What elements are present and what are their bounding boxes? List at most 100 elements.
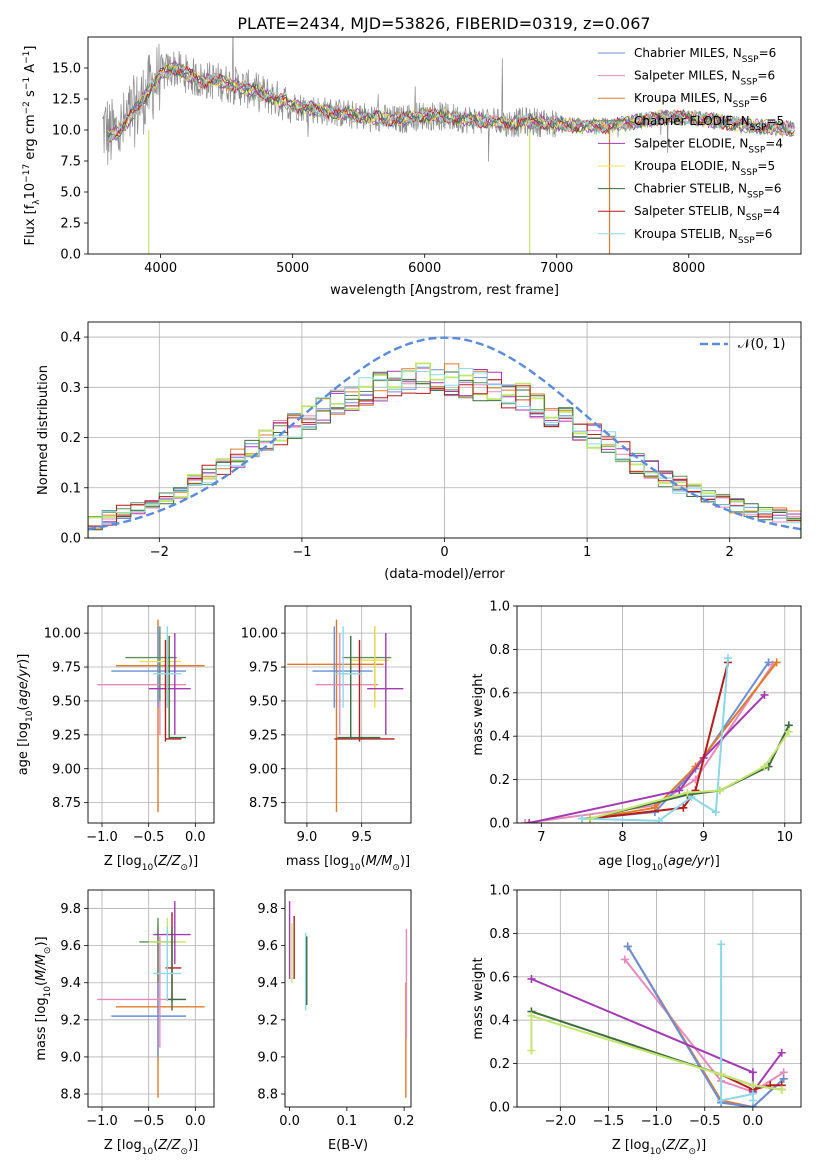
- mass-weight-marker: [527, 1011, 536, 1020]
- mass-weight-vs-age-x-label-part: 10: [651, 863, 663, 873]
- legend-entry-part: =6: [764, 182, 782, 196]
- legend-entry-part: SSP: [741, 168, 758, 178]
- x-tick-label: 5000: [276, 261, 309, 276]
- errorbar-point: [334, 639, 395, 742]
- y-tick-label: 8.75: [52, 796, 81, 811]
- mass-weight-vs-Z-x-label-part: Z/Z: [665, 1138, 689, 1153]
- y-tick-label: 9.8: [257, 902, 278, 917]
- age-vs-mass-x-label-part: M/M: [366, 854, 393, 869]
- mass-vs-Z-y-label-part: ⊙: [43, 947, 53, 955]
- spectrum-y-label-part: −17: [22, 164, 32, 183]
- legend-entry-part: Chabrier STELIB, N: [634, 182, 747, 196]
- mass-weight-marker: [715, 786, 724, 795]
- plot-area-mass-weight-vs-Z: [527, 940, 788, 1107]
- mass-vs-ebv-x-label: E(B-V): [328, 1138, 368, 1153]
- mass-weight-marker: [577, 814, 586, 823]
- legend-entry: 𝒩(0, 1): [738, 337, 785, 352]
- y-tick-label: 9.2: [60, 1013, 81, 1028]
- errorbar-point: [350, 626, 390, 708]
- legend-entry-part: SSP: [738, 236, 755, 246]
- plot-area-mass-vs-Z: [97, 901, 205, 1098]
- x-tick-label: −2: [150, 545, 169, 560]
- mass-weight-line: [589, 661, 778, 820]
- mass-vs-Z-x-label-part: Z [log: [104, 1138, 142, 1153]
- age-vs-mass-x-label-part: mass [log: [286, 854, 349, 869]
- y-tick-label: 9.6: [60, 939, 81, 954]
- y-tick-label: 10.00: [241, 627, 278, 642]
- plot-area-mass-vs-ebv: [288, 901, 408, 1098]
- age-vs-Z-x-label-part: (: [153, 854, 158, 869]
- errorbar-point: [153, 626, 182, 708]
- axes-frame: [284, 605, 412, 824]
- mass-weight-marker: [777, 1085, 786, 1094]
- axes-mass-vs-ebv: 0.0 0.1 0.2 8.8 9.0 9.2 9.4 9.6 9.8 E(B-V): [257, 889, 415, 1153]
- spectrum-data-line: [102, 37, 795, 166]
- legend-entry-part: Kroupa STELIB, N: [634, 227, 738, 241]
- errorbar-point: [315, 633, 379, 735]
- y-tick-label: 0.3: [60, 381, 81, 396]
- legend-entry-part: SSP: [741, 78, 758, 88]
- legend-entry-part: Salpeter MILES, N: [634, 69, 741, 83]
- y-tick-label: 0.0: [489, 817, 510, 832]
- mass-weight-marker: [748, 1096, 757, 1105]
- y-tick-label: 0.6: [489, 970, 510, 985]
- legend-entry: Kroupa MILES, NSSP=6: [634, 91, 767, 110]
- y-tick-label: 9.8: [60, 902, 81, 917]
- mass-vs-Z-x-label-part: 10: [142, 1147, 154, 1157]
- mass-vs-Z-x-label-part: ⊙: [180, 1147, 188, 1157]
- mass-weight-marker: [623, 942, 632, 951]
- y-tick-label: 0.2: [60, 431, 81, 446]
- y-tick-label: 9.0: [257, 1050, 278, 1065]
- spectrum-y-label-part: erg cm: [23, 114, 38, 163]
- x-tick-label: 0.0: [743, 1114, 764, 1129]
- mass-weight-vs-Z-x-label-part: ⊙: [688, 1147, 696, 1157]
- y-tick-label: 5.0: [60, 186, 81, 201]
- mass-weight-marker: [748, 1068, 757, 1077]
- x-tick-label: 0.0: [185, 1114, 206, 1129]
- plot-area-age-vs-mass: [287, 619, 404, 813]
- x-tick-label: −1.0: [86, 830, 118, 845]
- axes-frame: [87, 605, 215, 824]
- y-tick-label: 9.2: [257, 1013, 278, 1028]
- legend-entry-part: =6: [759, 46, 777, 60]
- legend-entry-part: =6: [757, 69, 775, 83]
- mass-vs-Z-x-label: Z [log10(Z/Z⊙)]: [104, 1138, 198, 1157]
- errorbar-point: [97, 633, 186, 735]
- legend-entry: Salpeter STELIB, NSSP=4: [634, 204, 780, 223]
- axes-frame: [87, 321, 802, 539]
- mass-weight-vs-age-y-label: mass weight: [471, 673, 486, 755]
- errorbar-point: [168, 635, 186, 739]
- spectrum-model-line: [107, 66, 795, 142]
- mass-vs-Z-y-label-part: M/M: [34, 954, 49, 981]
- spectrum-y-label: Flux [fλ10−17 erg cm−2 s−1 A−1]: [22, 46, 42, 246]
- x-tick-label: −1: [292, 545, 311, 560]
- age-vs-Z-y-label: age [log10(age/yr)]: [16, 654, 35, 776]
- errorbar-point: [287, 619, 384, 813]
- legend-entry-part: Salpeter ELODIE, N: [634, 136, 748, 150]
- axes-frame: [516, 605, 802, 824]
- age-vs-mass-x-label-part: )]: [400, 854, 410, 869]
- mass-weight-vs-age-x-label-part: age/yr: [668, 854, 711, 869]
- mass-weight-marker: [764, 658, 773, 667]
- axes-residuals: −2 −1 0 1 2 0.0 0.1 0.2 0.3 0.4 Normed distributio…: [36, 321, 802, 582]
- x-tick-label: −1.5: [593, 1114, 625, 1129]
- y-tick-label: 0.4: [60, 331, 81, 346]
- mass-weight-marker: [717, 940, 726, 949]
- legend-entry-part: =4: [763, 204, 781, 218]
- mass-weight-vs-Z-x-label: Z [log10(Z/Z⊙)]: [612, 1138, 706, 1157]
- y-tick-label: 0.0: [60, 532, 81, 547]
- axes-frame: [87, 889, 215, 1108]
- legend-entry-part: SSP: [750, 123, 767, 133]
- y-tick-label: 0.1: [60, 481, 81, 496]
- x-tick-label: 7000: [540, 261, 573, 276]
- plot-area-spectrum: [102, 37, 795, 254]
- y-tick-label: 0.2: [489, 1057, 510, 1072]
- axes-mass-weight-vs-Z: −2.0 −1.5 −1.0 −0.5 0.0 0.0 0.2 0.4 0.6 0.8 1.0 mas…: [471, 884, 802, 1157]
- x-tick-label: 0.2: [394, 1114, 415, 1129]
- age-vs-Z-y-label-part: (: [16, 706, 31, 711]
- mass-weight-vs-Z-x-label-part: 10: [650, 1147, 662, 1157]
- x-tick-label: 7: [537, 830, 545, 845]
- legend-entry-part: =5: [766, 114, 784, 128]
- y-tick-label: 9.00: [249, 762, 278, 777]
